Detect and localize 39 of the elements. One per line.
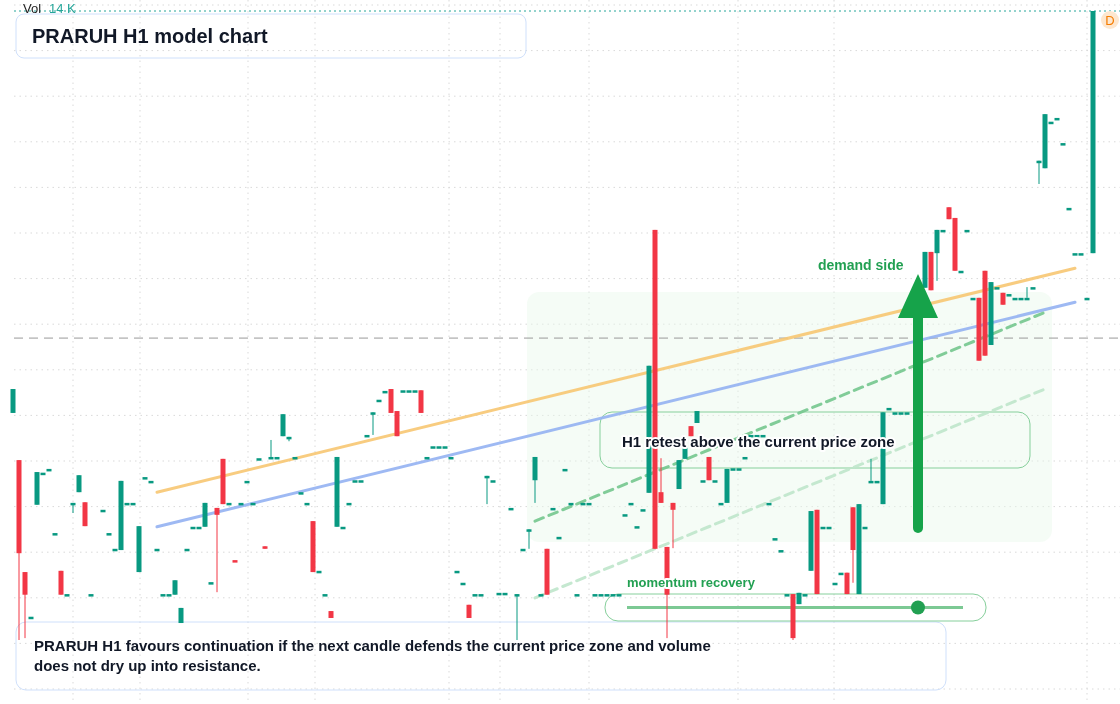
candlestick (640, 509, 646, 512)
annotation: demand side (818, 257, 904, 273)
candlestick (214, 507, 220, 593)
candlestick (64, 594, 70, 597)
candlestick (22, 571, 28, 639)
candlestick (208, 582, 214, 585)
annotation: PRARUH H1 favours continuation if the next candle defends the current price zone and volume does not dry up into resistance. (34, 636, 712, 676)
text: D (1105, 13, 1115, 28)
candlestick (778, 550, 784, 553)
candlestick (232, 560, 238, 563)
candlestick (574, 594, 580, 597)
candlestick (526, 528, 532, 550)
candlestick (634, 526, 640, 529)
candlestick (538, 594, 544, 597)
candlestick (370, 411, 376, 436)
candlestick (52, 533, 58, 536)
candlestick (1006, 294, 1012, 297)
candlestick (772, 538, 778, 541)
candlestick (10, 388, 16, 414)
candlestick (490, 480, 496, 483)
candlestick (1030, 287, 1036, 290)
candlestick (784, 594, 790, 597)
candlestick (514, 593, 520, 641)
annotation: Vol (23, 1, 42, 16)
candlestick (298, 492, 304, 495)
annotation: 14 K (49, 1, 77, 16)
candlestick (88, 594, 94, 597)
candlestick (532, 456, 538, 504)
candlestick (712, 480, 718, 483)
candlestick (700, 480, 706, 483)
candlestick (106, 533, 112, 536)
candlestick (418, 389, 424, 414)
candlestick (322, 594, 328, 597)
candlestick (622, 514, 628, 517)
text: PRARUH H1 model chart (32, 25, 268, 47)
candlestick (256, 458, 262, 461)
candlestick (670, 502, 676, 549)
candlestick (1060, 143, 1066, 146)
candlestick (142, 477, 148, 480)
